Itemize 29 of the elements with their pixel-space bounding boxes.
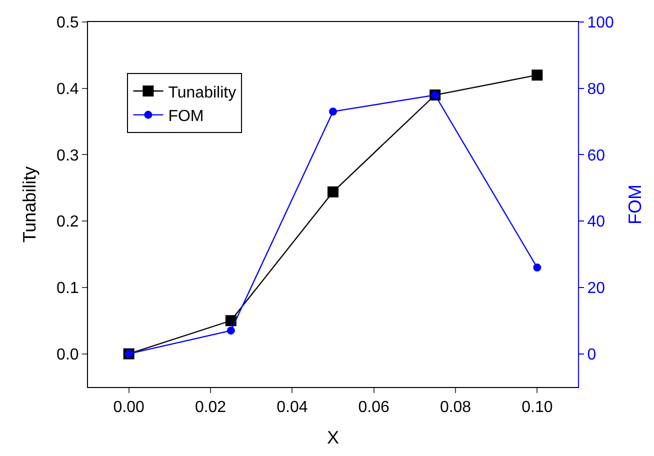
x-tick-label: 0.02 [194, 399, 226, 416]
x-tick-label: 0.08 [440, 399, 472, 416]
point [328, 186, 338, 198]
point [226, 326, 235, 335]
y2-axis-title: FOM [625, 184, 646, 224]
y-axis-title: Tunability [20, 166, 40, 243]
y-tick-label: 0.5 [56, 14, 79, 32]
legend-label: Tunability [168, 84, 236, 102]
y2-tick-label: 0 [587, 346, 596, 364]
x-tick-label: 0.06 [358, 399, 390, 416]
x-tick-label: 0.00 [113, 399, 144, 416]
point [533, 264, 542, 272]
point [532, 70, 543, 81]
point [225, 315, 236, 326]
y2-tick-label: 20 [587, 280, 606, 298]
y2-tick-label: 40 [587, 214, 606, 231]
y-tick-label: 0.2 [56, 214, 79, 231]
x-axis-title: X [326, 427, 340, 448]
point [329, 108, 337, 116]
y2-tick-label: 100 [587, 14, 614, 32]
x-tick-label: 0.10 [522, 399, 553, 416]
y-tick-label: 0.0 [56, 346, 79, 364]
y2-tick-label: 60 [587, 147, 606, 164]
y-tick-label: 0.1 [56, 280, 79, 298]
y-tick-label: 0.4 [56, 80, 79, 98]
y-tick-label: 0.3 [56, 147, 79, 164]
legend-label: FOM [168, 108, 204, 126]
y2-tick-label: 80 [587, 80, 606, 98]
x-tick-label: 0.04 [276, 399, 308, 416]
